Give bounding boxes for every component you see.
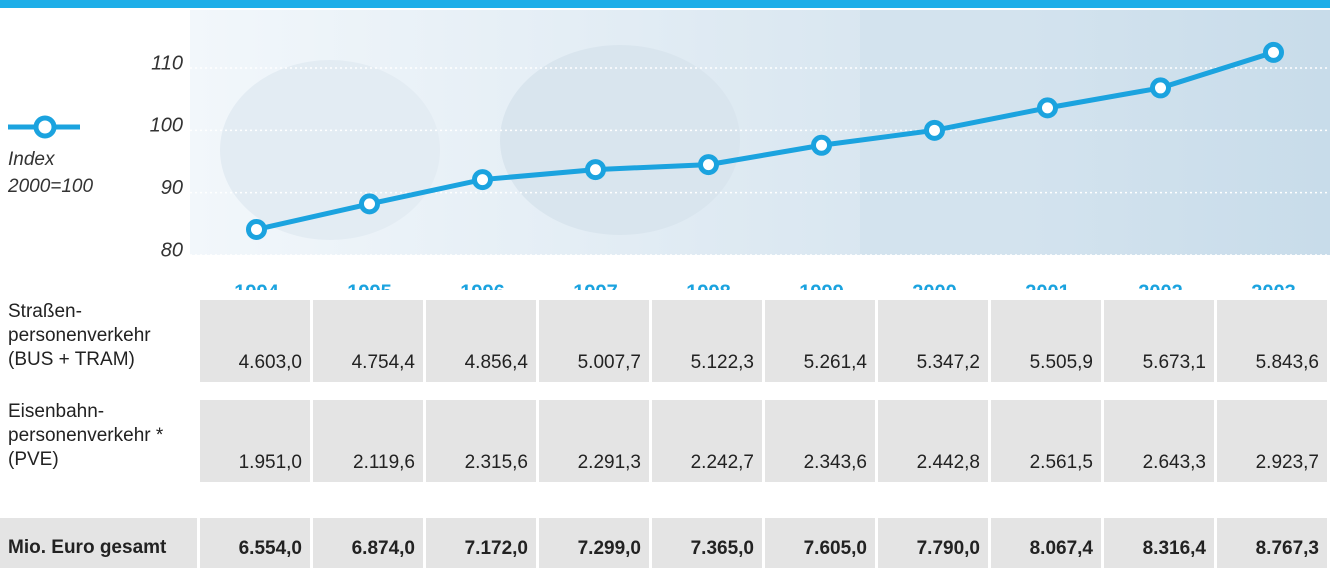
y-tick-label: 90 — [161, 177, 183, 199]
table-cell: 2.343,6 — [765, 400, 875, 482]
table-cell: 2.315,6 — [426, 400, 536, 482]
point — [1263, 41, 1284, 63]
table-cell: 8.316,4 — [1104, 518, 1214, 568]
decor — [500, 45, 740, 235]
x-tick-label: 1996 — [460, 281, 505, 290]
table-cell: 8.067,4 — [991, 518, 1101, 568]
table-cell: 7.605,0 — [765, 518, 875, 568]
legend-marker — [33, 115, 57, 139]
table-cell: 2.643,3 — [1104, 400, 1214, 482]
table-cell: 5.261,4 — [765, 300, 875, 382]
table-cell: 6.554,0 — [200, 518, 310, 568]
table-cell: 2.442,8 — [878, 400, 988, 482]
point — [924, 119, 945, 141]
top-bar — [0, 0, 1330, 8]
x-tick-label: 1995 — [347, 281, 392, 290]
table-cell: 2.561,5 — [991, 400, 1101, 482]
table-cell: 7.365,0 — [652, 518, 762, 568]
table-cell: 4.754,4 — [313, 300, 423, 382]
table-cell: 1.951,0 — [200, 400, 310, 482]
table-cell: 4.603,0 — [200, 300, 310, 382]
row-label: Eisenbahn- personenverkehr * (PVE) — [8, 401, 164, 470]
chart: 80 90 100 110 1994 1995 1996 1997 1998 1999 2000 20… — [0, 0, 1330, 290]
row-label: Straßen- personenverkehr (BUS + TRAM) — [8, 301, 151, 370]
line — [255, 50, 1275, 232]
point — [1037, 97, 1058, 119]
row-background — [0, 518, 197, 568]
point — [698, 154, 719, 176]
table-cell: 5.673,1 — [1104, 300, 1214, 382]
table-cell: 5.843,6 — [1217, 300, 1327, 382]
point — [1150, 77, 1171, 99]
table-cell: 5.505,9 — [991, 300, 1101, 382]
point — [585, 159, 606, 181]
table-cell: 2.119,6 — [313, 400, 423, 482]
point — [472, 169, 493, 191]
y-tick-label: 110 — [151, 52, 183, 74]
table-cell: 5.347,2 — [878, 300, 988, 382]
x-tick-label: 2000 — [912, 281, 957, 290]
point — [246, 218, 267, 240]
table-cell: 7.299,0 — [539, 518, 649, 568]
table-cell: 7.790,0 — [878, 518, 988, 568]
table-cell: 2.242,7 — [652, 400, 762, 482]
x-tick-label: 2002 — [1138, 281, 1183, 290]
legend-label: Index 2000=100 — [8, 149, 94, 197]
point — [811, 134, 832, 156]
x-tick-label: 1994 — [234, 281, 279, 290]
x-tick-label: 1998 — [686, 281, 731, 290]
x-tick-label: 2001 — [1025, 281, 1070, 290]
row-label: Mio. Euro gesamt — [8, 537, 167, 558]
table-cell: 5.122,3 — [652, 300, 762, 382]
table-cell: 4.856,4 — [426, 300, 536, 382]
table-cell: 7.172,0 — [426, 518, 536, 568]
table-cell: 6.874,0 — [313, 518, 423, 568]
x-tick-label: 2003 — [1251, 281, 1296, 290]
table-cell: 5.007,7 — [539, 300, 649, 382]
table-cell: 2.291,3 — [539, 400, 649, 482]
table-cell: 8.767,3 — [1217, 518, 1327, 568]
table-cell: 2.923,7 — [1217, 400, 1327, 482]
y-tick-label: 80 — [161, 239, 183, 261]
y-tick-label: 100 — [150, 115, 183, 137]
x-tick-label: 1999 — [799, 281, 844, 290]
x-tick-label: 1997 — [573, 281, 618, 290]
decor — [220, 60, 440, 240]
point — [359, 193, 380, 215]
